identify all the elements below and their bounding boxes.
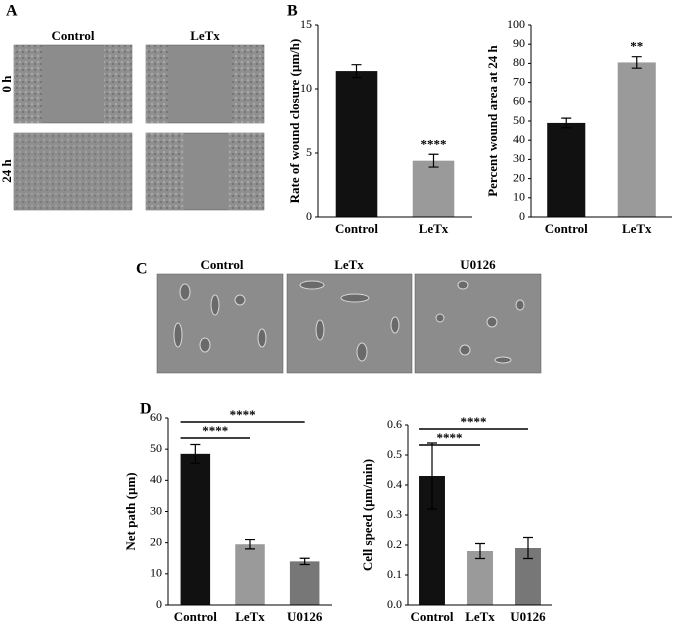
y-tick-label: 0	[519, 209, 525, 223]
y-tick-label: 50	[150, 441, 162, 455]
y-axis-label: Net path (µm)	[123, 472, 138, 550]
y-tick-label: 0	[156, 597, 162, 611]
x-tick-label: Control	[335, 221, 378, 236]
x-tick-label: Control	[410, 609, 453, 624]
y-tick-label: 0.2	[387, 537, 402, 551]
y-tick-label: 90	[513, 36, 525, 50]
significance: ****	[421, 136, 447, 151]
x-tick-label: U0126	[510, 609, 546, 624]
y-tick-label: 0.1	[387, 567, 402, 581]
error-bar	[351, 64, 362, 79]
column-label: U0126	[460, 257, 496, 272]
column-label: LeTx	[190, 28, 220, 43]
bar	[289, 561, 320, 605]
y-tick-label: 100	[507, 17, 525, 31]
significance: ****	[202, 423, 228, 438]
y-tick-label: 30	[513, 151, 525, 165]
error-bar	[561, 117, 572, 129]
y-tick-label: 80	[513, 55, 525, 69]
significance: ****	[461, 414, 487, 429]
panel-letter: A	[6, 3, 18, 20]
bar	[547, 122, 586, 217]
y-tick-label: 30	[150, 503, 162, 517]
y-tick-label: 0.0	[387, 597, 402, 611]
x-tick-label: Control	[545, 221, 588, 236]
column-label: Control	[51, 28, 94, 43]
x-tick-label: LeTx	[235, 609, 265, 624]
y-tick-label: 10	[300, 81, 312, 95]
y-tick-label: 5	[306, 145, 312, 159]
y-tick-label: 20	[150, 534, 162, 548]
error-bar	[190, 443, 201, 464]
row-label: 0 h	[0, 75, 14, 93]
bar	[412, 160, 455, 217]
panel-letter: D	[140, 401, 152, 418]
y-tick-label: 60	[513, 94, 525, 108]
column-label: Control	[200, 257, 243, 272]
y-tick-label: 0.6	[387, 417, 402, 431]
y-tick-label: 15	[300, 17, 312, 31]
micrographs-a	[13, 44, 265, 211]
y-tick-label: 20	[513, 170, 525, 184]
y-tick-label: 10	[513, 190, 525, 204]
bar	[180, 453, 211, 605]
y-tick-label: 50	[513, 113, 525, 127]
y-tick-label: 60	[150, 410, 162, 424]
error-bar	[428, 153, 439, 168]
error-bar	[523, 536, 533, 560]
y-tick-label: 40	[513, 132, 525, 146]
y-axis-label: Cell speed (µm/min)	[360, 459, 375, 571]
y-tick-label: 10	[150, 566, 162, 580]
bar	[467, 551, 493, 605]
x-tick-label: U0126	[287, 609, 323, 624]
significance: ****	[230, 407, 256, 422]
micrographs-c	[156, 273, 542, 374]
bar	[617, 62, 656, 217]
y-axis-label: Percent wound area at 24 h	[485, 44, 500, 196]
bar	[335, 71, 378, 217]
y-tick-label: 40	[150, 472, 162, 486]
panel-letter: C	[136, 261, 148, 278]
y-tick-label: 0.5	[387, 447, 402, 461]
y-tick-label: 0	[306, 209, 312, 223]
y-tick-label: 70	[513, 74, 525, 88]
error-bar	[299, 557, 310, 566]
row-label: 24 h	[0, 158, 14, 182]
error-bar	[631, 56, 642, 69]
y-axis-label: Rate of wound closure (µm/h)	[287, 39, 302, 204]
y-tick-label: 0.3	[387, 507, 402, 521]
y-tick-label: 0.4	[387, 477, 402, 491]
x-tick-label: LeTx	[622, 221, 652, 236]
column-label: LeTx	[334, 257, 364, 272]
significance: ****	[437, 430, 463, 445]
error-bar	[427, 442, 437, 510]
panel-letter: B	[287, 3, 298, 20]
error-bar	[245, 538, 255, 550]
x-tick-label: LeTx	[419, 221, 449, 236]
x-tick-label: LeTx	[465, 609, 495, 624]
significance: **	[630, 39, 643, 54]
x-tick-label: Control	[174, 609, 217, 624]
error-bar	[475, 542, 485, 560]
bar	[235, 544, 265, 605]
